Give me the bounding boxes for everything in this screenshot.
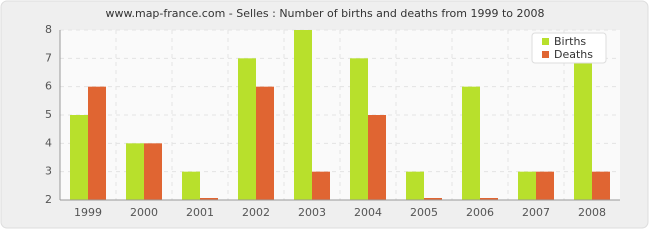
- bar: [200, 198, 218, 200]
- x-tick-label: 2000: [130, 206, 158, 219]
- bar: [368, 115, 386, 200]
- bar: [294, 30, 312, 200]
- y-tick-label: 6: [45, 80, 52, 93]
- x-tick-label: 2006: [466, 206, 494, 219]
- bar: [182, 171, 200, 200]
- bar: [70, 115, 88, 200]
- legend-label: Births: [554, 35, 586, 48]
- bar: [126, 143, 144, 200]
- bar: [536, 171, 554, 200]
- bar: [424, 198, 442, 200]
- x-tick-label: 1999: [74, 206, 102, 219]
- x-tick-label: 2005: [410, 206, 438, 219]
- bar: [238, 58, 256, 201]
- bar: [256, 86, 274, 200]
- y-tick-label: 5: [45, 108, 52, 121]
- y-tick-label: 4: [45, 136, 52, 149]
- bar: [480, 198, 498, 200]
- y-tick-label: 3: [45, 165, 52, 178]
- chart-title: www.map-france.com - Selles : Number of …: [106, 7, 545, 20]
- x-tick-label: 2007: [522, 206, 550, 219]
- bar: [574, 58, 592, 201]
- legend-swatch: [542, 51, 549, 58]
- legend-box: [531, 32, 607, 64]
- x-tick-label: 2003: [298, 206, 326, 219]
- y-tick-label: 8: [45, 23, 52, 36]
- bar: [144, 143, 162, 200]
- x-tick-label: 2001: [186, 206, 214, 219]
- y-tick-label: 7: [45, 51, 52, 64]
- x-tick-label: 2008: [578, 206, 606, 219]
- bar: [406, 171, 424, 200]
- y-tick-label: 2: [45, 193, 52, 206]
- x-tick-label: 2004: [354, 206, 382, 219]
- x-tick-label: 2002: [242, 206, 270, 219]
- bar: [462, 86, 480, 200]
- bar: [350, 58, 368, 201]
- bar: [592, 171, 610, 200]
- chart: www.map-france.com - Selles : Number of …: [0, 0, 649, 229]
- bar: [88, 86, 106, 200]
- legend-swatch: [542, 38, 549, 45]
- bar: [518, 171, 536, 200]
- legend-label: Deaths: [554, 48, 593, 61]
- bar: [312, 171, 330, 200]
